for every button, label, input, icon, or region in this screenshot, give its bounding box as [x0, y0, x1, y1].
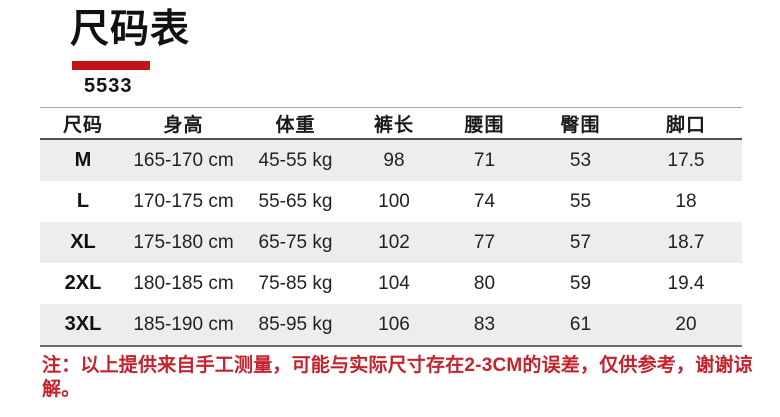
cell-size: L — [76, 190, 90, 212]
cell-height: 165-170 cm — [133, 149, 234, 171]
cell-leg-opening: 20 — [675, 313, 697, 335]
cell-height: 170-175 cm — [133, 190, 234, 212]
cell-height: 185-190 cm — [133, 313, 234, 335]
cell-leg-opening: 18.7 — [667, 231, 705, 253]
table-row-xl: XL 175-180 cm 65-75 kg 102 77 57 18.7 — [40, 222, 742, 263]
cell-pants-length: 102 — [378, 231, 410, 253]
cell-leg-opening: 17.5 — [667, 149, 705, 171]
cell-hip: 59 — [569, 272, 592, 294]
model-number: 5533 — [84, 75, 133, 97]
cell-hip: 57 — [569, 231, 592, 253]
column-header-leg-opening: 脚口 — [665, 114, 706, 136]
column-header-size: 尺码 — [62, 114, 103, 136]
cell-hip: 53 — [569, 149, 592, 171]
table-row-l: L 170-175 cm 55-65 kg 100 74 55 18 — [40, 181, 742, 222]
cell-waist: 71 — [473, 149, 496, 171]
cell-weight: 85-95 kg — [258, 313, 333, 335]
disclaimer-note: 注：以上提供来自手工测量，可能与实际尺寸存在2-3CM的误差，仅供参考，谢谢谅解… — [42, 355, 753, 400]
column-header-waist: 腰围 — [464, 114, 505, 136]
table-row-2xl: 2XL 180-185 cm 75-85 kg 104 80 59 19.4 — [40, 263, 742, 304]
cell-pants-length: 100 — [378, 190, 410, 212]
cell-weight: 45-55 kg — [258, 149, 333, 171]
cell-height: 175-180 cm — [133, 231, 234, 253]
cell-height: 180-185 cm — [133, 272, 234, 294]
cell-waist: 77 — [473, 231, 496, 253]
cell-weight: 65-75 kg — [258, 231, 333, 253]
cell-pants-length: 106 — [378, 313, 410, 335]
page-title: 尺码表 — [70, 8, 191, 51]
cell-leg-opening: 18 — [675, 190, 697, 212]
cell-leg-opening: 19.4 — [667, 272, 705, 294]
cell-waist: 80 — [473, 272, 496, 294]
cell-size: M — [74, 149, 92, 171]
cell-pants-length: 98 — [383, 149, 405, 171]
column-header-pants-length: 裤长 — [373, 114, 414, 136]
cell-waist: 83 — [473, 313, 496, 335]
size-table-header: 尺码 身高 体重 裤长 腰围 臀围 脚口 — [40, 107, 742, 139]
cell-hip: 55 — [569, 190, 592, 212]
cell-waist: 74 — [473, 190, 496, 212]
size-table: 尺码 身高 体重 裤长 腰围 臀围 脚口 M 165-170 cm 45-55 … — [40, 107, 742, 347]
column-header-weight: 体重 — [275, 114, 316, 136]
size-table-body: M 165-170 cm 45-55 kg 98 71 53 17.5 L 17… — [40, 139, 742, 346]
header-row: 尺码 身高 体重 裤长 腰围 臀围 脚口 — [40, 107, 742, 139]
cell-pants-length: 104 — [378, 272, 410, 294]
cell-weight: 75-85 kg — [258, 272, 333, 294]
column-header-height: 身高 — [163, 114, 204, 136]
title-underline-bar — [72, 61, 150, 70]
cell-size: XL — [70, 231, 96, 253]
table-row-3xl: 3XL 185-190 cm 85-95 kg 106 83 61 20 — [40, 304, 742, 346]
cell-size: 3XL — [64, 313, 102, 335]
table-row-m: M 165-170 cm 45-55 kg 98 71 53 17.5 — [40, 139, 742, 181]
cell-weight: 55-65 kg — [258, 190, 333, 212]
column-header-hip: 臀围 — [560, 114, 601, 136]
cell-hip: 61 — [569, 313, 592, 335]
cell-size: 2XL — [64, 272, 102, 294]
